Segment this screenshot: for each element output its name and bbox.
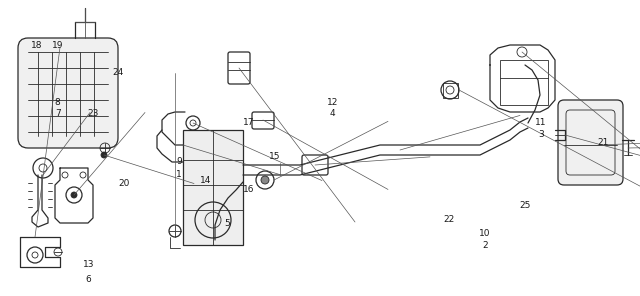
Text: 24: 24 bbox=[113, 68, 124, 77]
Text: 20: 20 bbox=[118, 179, 130, 188]
Bar bbox=[500, 60, 548, 105]
Text: 4: 4 bbox=[330, 110, 335, 118]
Text: 13: 13 bbox=[83, 260, 94, 269]
Text: 9: 9 bbox=[177, 157, 182, 166]
Text: 25: 25 bbox=[519, 201, 531, 210]
FancyBboxPatch shape bbox=[558, 100, 623, 185]
Text: 8: 8 bbox=[55, 98, 60, 107]
Circle shape bbox=[71, 192, 77, 198]
Bar bbox=[183, 130, 243, 245]
Text: 21: 21 bbox=[597, 138, 609, 147]
Text: 1: 1 bbox=[177, 170, 182, 179]
Text: 18: 18 bbox=[31, 41, 43, 50]
Circle shape bbox=[261, 176, 269, 184]
Circle shape bbox=[101, 152, 107, 158]
Text: 12: 12 bbox=[327, 98, 339, 107]
Text: 7: 7 bbox=[55, 110, 60, 118]
Text: 16: 16 bbox=[243, 185, 254, 194]
Text: 14: 14 bbox=[200, 176, 212, 185]
Text: 17: 17 bbox=[243, 118, 254, 127]
Text: 10: 10 bbox=[479, 229, 491, 238]
Bar bbox=[443, 83, 458, 98]
Text: 2: 2 bbox=[483, 241, 488, 250]
Text: 6: 6 bbox=[86, 275, 91, 284]
Text: 22: 22 bbox=[444, 215, 455, 223]
FancyBboxPatch shape bbox=[18, 38, 118, 148]
Text: 3: 3 bbox=[538, 130, 543, 139]
Text: 23: 23 bbox=[87, 110, 99, 118]
Text: 11: 11 bbox=[535, 118, 547, 127]
Text: 15: 15 bbox=[269, 152, 281, 161]
Text: 19: 19 bbox=[52, 41, 63, 50]
Text: 5: 5 bbox=[225, 219, 230, 228]
